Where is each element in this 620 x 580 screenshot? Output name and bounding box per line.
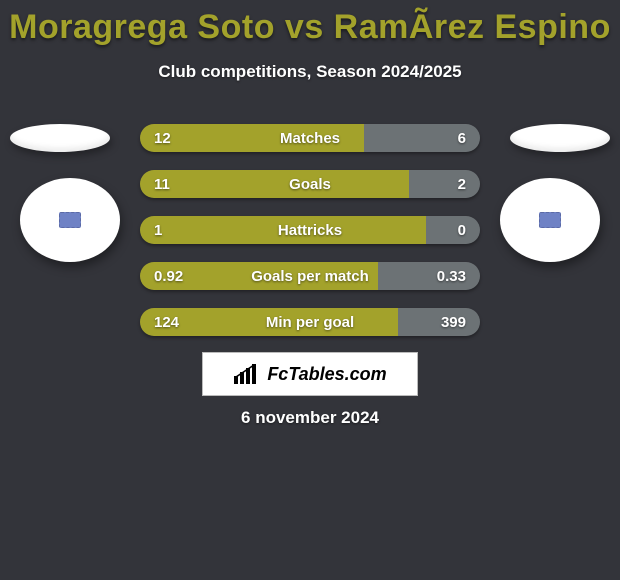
stat-right-value: 0.33 — [437, 268, 466, 285]
player-left-ellipse — [10, 124, 110, 152]
stat-left-seg: 12 — [140, 124, 364, 152]
placeholder-crest-icon — [59, 212, 81, 228]
stat-right-seg: 0.33 — [378, 262, 480, 290]
watermark: FcTables.com — [202, 352, 418, 396]
player-right-ellipse — [510, 124, 610, 152]
stat-right-seg: 399 — [398, 308, 480, 336]
player-right-badge — [500, 178, 600, 262]
stat-right-seg: 0 — [426, 216, 480, 244]
comparison-infographic: Moragrega Soto vs RamÃ­rez Espino Club c… — [0, 0, 620, 580]
stat-row: 112Goals — [140, 170, 480, 198]
stat-left-value: 12 — [154, 130, 171, 147]
stat-left-value: 124 — [154, 314, 179, 331]
title: Moragrega Soto vs RamÃ­rez Espino — [0, 8, 620, 47]
stat-right-value: 2 — [458, 176, 466, 193]
stat-row: 10Hattricks — [140, 216, 480, 244]
watermark-text: FcTables.com — [267, 364, 386, 385]
player-left-badge — [20, 178, 120, 262]
stat-left-seg: 1 — [140, 216, 426, 244]
placeholder-crest-icon — [539, 212, 561, 228]
stat-row: 0.920.33Goals per match — [140, 262, 480, 290]
date: 6 november 2024 — [0, 408, 620, 428]
stat-row: 124399Min per goal — [140, 308, 480, 336]
stat-right-value: 399 — [441, 314, 466, 331]
stat-row: 126Matches — [140, 124, 480, 152]
stat-left-value: 1 — [154, 222, 162, 239]
stat-bars: 126Matches112Goals10Hattricks0.920.33Goa… — [140, 124, 480, 354]
bars-icon — [233, 364, 261, 384]
stat-left-seg: 0.92 — [140, 262, 378, 290]
subtitle: Club competitions, Season 2024/2025 — [0, 62, 620, 82]
stat-left-seg: 124 — [140, 308, 398, 336]
stat-right-value: 0 — [458, 222, 466, 239]
stat-right-value: 6 — [458, 130, 466, 147]
stat-left-value: 11 — [154, 176, 170, 193]
stat-left-seg: 11 — [140, 170, 409, 198]
stat-left-value: 0.92 — [154, 268, 183, 285]
stat-right-seg: 6 — [364, 124, 480, 152]
stat-right-seg: 2 — [409, 170, 480, 198]
